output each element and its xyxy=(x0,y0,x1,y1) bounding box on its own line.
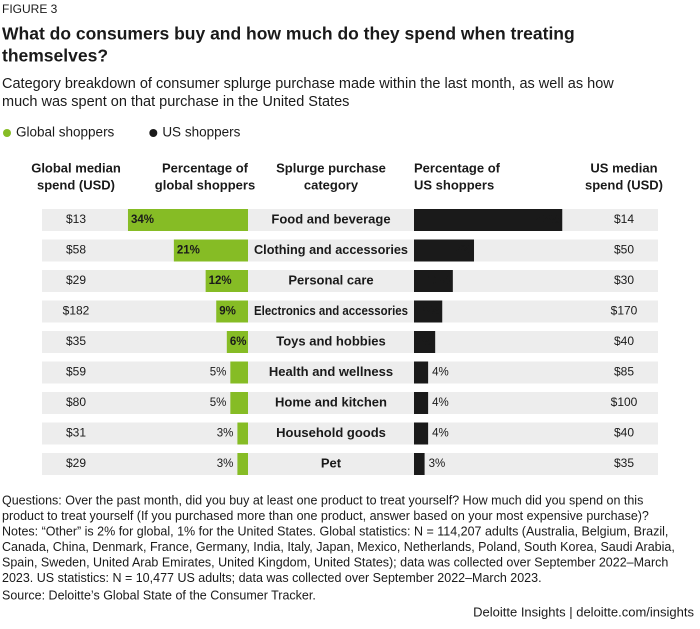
note: product to treat yourself (If you purcha… xyxy=(2,509,649,523)
value-label: 3% xyxy=(429,458,446,470)
legend-marker xyxy=(3,129,11,137)
value-label: 9% xyxy=(219,306,236,318)
chart-title: themselves? xyxy=(2,46,108,66)
column-header: Splurge purchase xyxy=(276,160,386,175)
row-band xyxy=(42,453,658,475)
category-label: Toys and hobbies xyxy=(276,333,386,348)
column-header: Percentage of xyxy=(162,160,249,175)
global-spend: $182 xyxy=(63,304,90,318)
column-header: Percentage of xyxy=(414,160,501,175)
value-label: 6% xyxy=(416,336,433,348)
row-band xyxy=(42,331,658,353)
global-spend: $31 xyxy=(66,426,86,440)
category-label: Home and kitchen xyxy=(275,394,387,409)
subtitle: much was spent on that purchase in the U… xyxy=(2,94,349,110)
us-spend: $14 xyxy=(614,212,634,226)
category-label: Pet xyxy=(321,455,342,470)
category-label: Clothing and accessories xyxy=(254,242,408,257)
us-spend: $85 xyxy=(614,365,634,379)
value-label: 3% xyxy=(217,428,234,440)
bar xyxy=(414,453,425,475)
us-spend: $35 xyxy=(614,456,634,470)
global-spend: $29 xyxy=(66,273,86,287)
column-header: US median xyxy=(590,160,657,175)
value-label: 4% xyxy=(432,428,449,440)
column-header: Global median xyxy=(31,160,121,175)
bar xyxy=(414,361,429,384)
chart-title: What do consumers buy and how much do th… xyxy=(2,24,575,44)
bar xyxy=(226,331,248,353)
category-label: Food and beverage xyxy=(271,211,390,226)
value-label: 3% xyxy=(217,458,234,470)
bar xyxy=(173,239,248,262)
bar xyxy=(237,422,248,445)
column-header: category xyxy=(304,177,359,192)
us-spend: $30 xyxy=(614,273,634,287)
subtitle: Category breakdown of consumer splurge p… xyxy=(2,76,614,92)
us-spend: $100 xyxy=(611,395,638,409)
value-label: 11% xyxy=(427,275,449,287)
value-label: 4% xyxy=(432,397,449,409)
category-label: Household goods xyxy=(276,425,386,440)
note: Questions: Over the past month, did you … xyxy=(2,493,643,507)
note: Spain, Sweden, United Arab Emirates, Uni… xyxy=(2,555,668,569)
bar xyxy=(414,392,429,414)
column-header: US shoppers xyxy=(414,177,494,192)
value-label: 12% xyxy=(209,275,232,287)
bar xyxy=(414,270,453,292)
note: Canada, China, Denmark, France, Germany,… xyxy=(2,540,675,554)
row-band xyxy=(42,270,658,292)
bar xyxy=(414,331,436,353)
us-spend: $40 xyxy=(614,334,634,348)
value-label: 5% xyxy=(210,397,227,409)
bar xyxy=(414,300,443,323)
row-band xyxy=(42,392,658,414)
global-spend: $13 xyxy=(66,212,86,226)
bar xyxy=(205,270,248,292)
category-label: Health and wellness xyxy=(269,364,393,379)
value-label: 42% xyxy=(536,214,559,226)
bar xyxy=(414,239,475,262)
row-band xyxy=(42,361,658,384)
bar xyxy=(237,453,248,475)
column-header: spend (USD) xyxy=(37,177,115,192)
global-spend: $58 xyxy=(66,243,86,257)
row-band xyxy=(42,422,658,445)
row-band xyxy=(42,300,658,323)
source: Source: Deloitte’s Global State of the C… xyxy=(2,588,316,602)
legend-marker xyxy=(149,129,158,137)
bar xyxy=(230,392,248,414)
global-spend: $35 xyxy=(66,334,86,348)
category-label: Electronics and accessories xyxy=(254,303,408,318)
legend-label: Global shoppers xyxy=(16,125,115,140)
us-spend: $50 xyxy=(614,243,634,257)
figure-label: FIGURE 3 xyxy=(2,2,58,16)
bar xyxy=(216,300,248,323)
column-header: spend (USD) xyxy=(585,177,663,192)
note: Notes: “Other” is 2% for global, 1% for … xyxy=(2,524,668,538)
us-spend: $40 xyxy=(614,426,634,440)
value-label: 8% xyxy=(423,306,440,318)
legend-label: US shoppers xyxy=(162,125,240,140)
bar xyxy=(414,422,429,445)
bar xyxy=(127,209,248,231)
global-spend: $29 xyxy=(66,456,86,470)
value-label: 6% xyxy=(230,336,247,348)
global-spend: $80 xyxy=(66,395,86,409)
global-spend: $59 xyxy=(66,365,86,379)
column-header: global shoppers xyxy=(155,177,255,192)
credit: Deloitte Insights | deloitte.com/insight… xyxy=(473,604,694,619)
value-label: 17% xyxy=(448,245,471,257)
bar xyxy=(230,361,248,384)
value-label: 34% xyxy=(131,214,154,226)
value-label: 5% xyxy=(210,367,227,379)
us-spend: $170 xyxy=(611,304,638,318)
value-label: 4% xyxy=(432,367,449,379)
category-label: Personal care xyxy=(288,272,373,287)
note: 2023. US statistics: N = 10,477 US adult… xyxy=(2,571,542,585)
bar xyxy=(414,209,563,231)
value-label: 21% xyxy=(177,245,200,257)
